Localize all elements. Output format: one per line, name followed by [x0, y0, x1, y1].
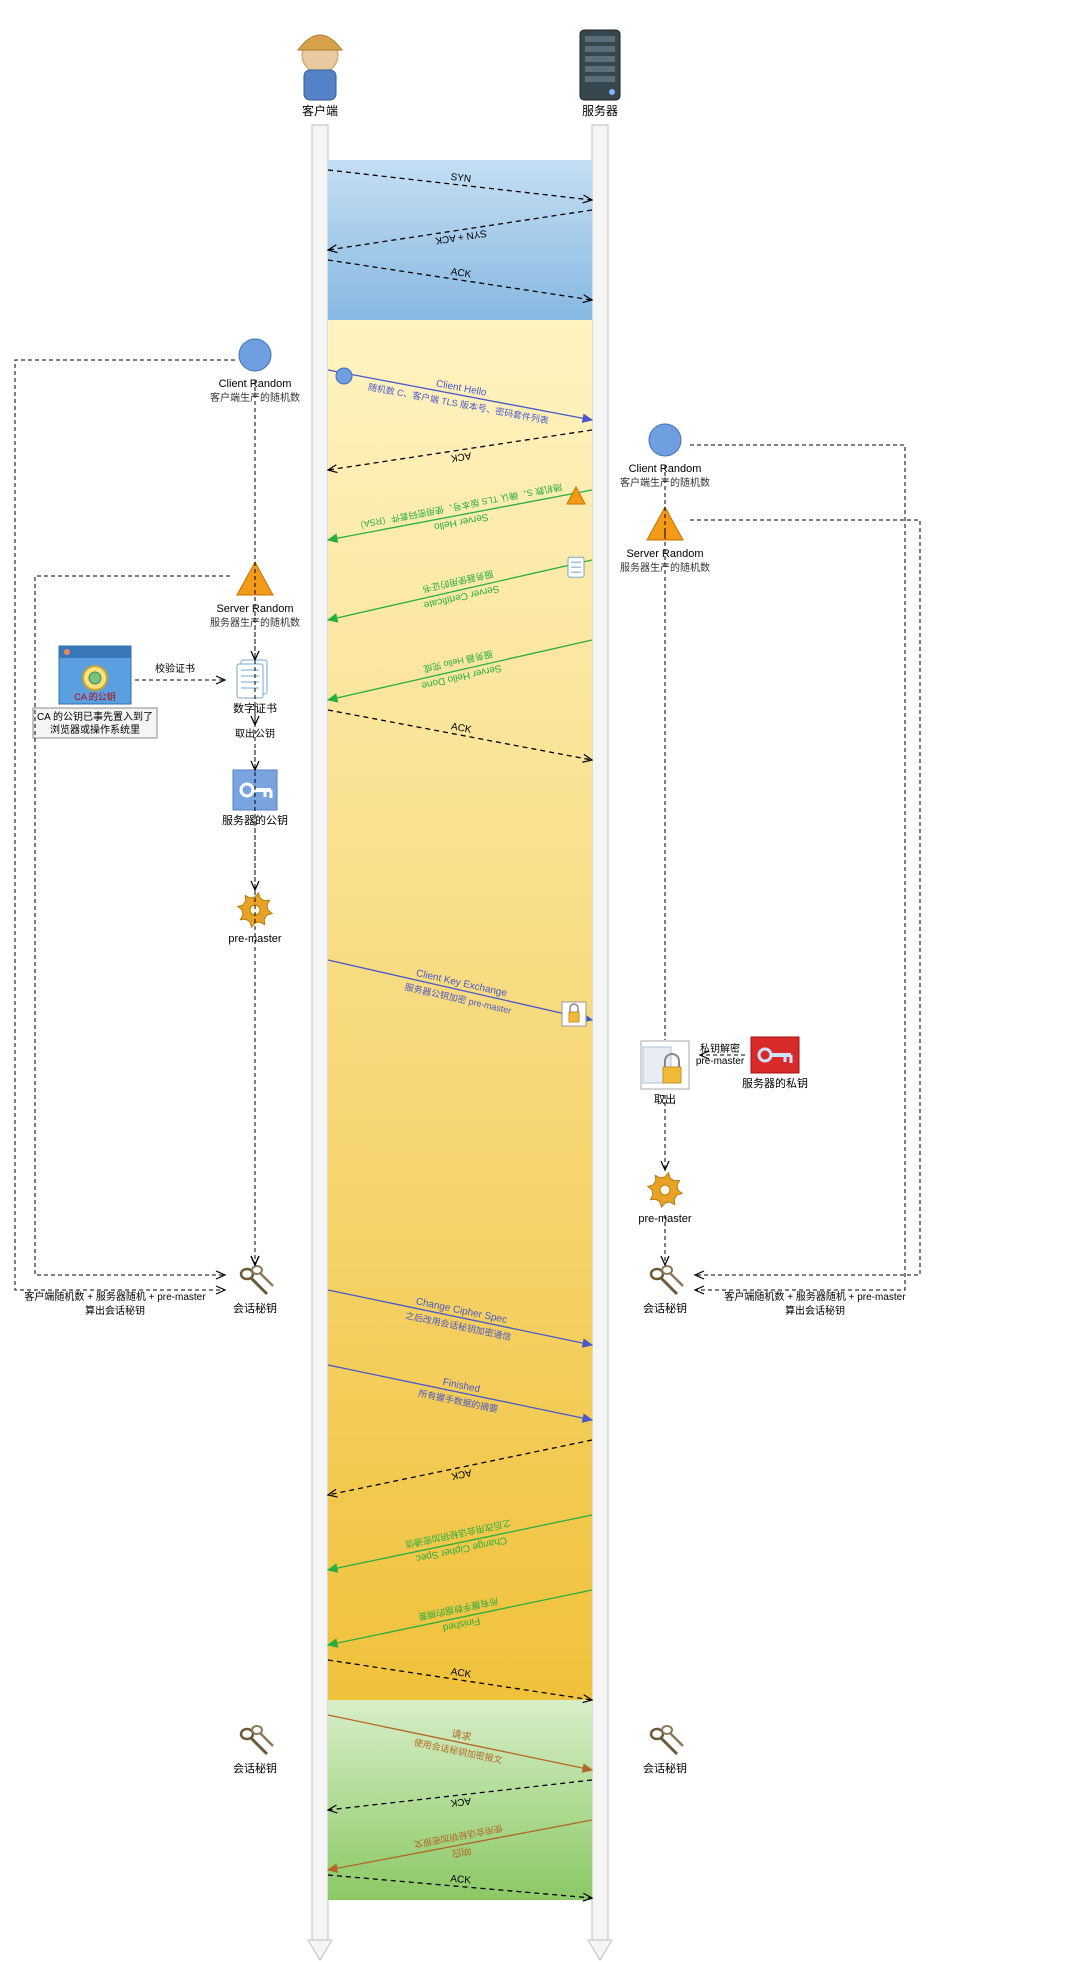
svg-text:会话秘钥: 会话秘钥: [643, 1761, 687, 1775]
server-actor-icon: [580, 30, 620, 100]
svg-text:客户端随机数 + 服务器随机 + pre-master: 客户端随机数 + 服务器随机 + pre-master: [24, 1290, 206, 1303]
svg-text:算出会话秘钥: 算出会话秘钥: [85, 1304, 145, 1317]
svg-text:私钥解密: 私钥解密: [700, 1042, 740, 1055]
svg-text:校验证书: 校验证书: [155, 662, 195, 675]
svg-text:CA 的公钥已事先置入到了: CA 的公钥已事先置入到了: [37, 710, 153, 723]
svg-text:算出会话秘钥: 算出会话秘钥: [785, 1304, 845, 1317]
formula-r: 客户端随机数 + 服务器随机 + pre-master算出会话秘钥: [724, 1290, 906, 1317]
message-title: ACK: [450, 1874, 472, 1887]
svg-text:pre-master: pre-master: [696, 1056, 745, 1067]
session-key-r2: 会话秘钥: [643, 1726, 687, 1775]
svg-text:会话秘钥: 会话秘钥: [233, 1761, 277, 1775]
svg-text:会话秘钥: 会话秘钥: [233, 1301, 277, 1315]
message-title: SYN: [450, 172, 472, 185]
svg-text:客户端随机数 + 服务器随机 + pre-master: 客户端随机数 + 服务器随机 + pre-master: [724, 1290, 906, 1303]
server-sk: 服务器的私钥: [742, 1037, 808, 1090]
svg-text:服务器的私钥: 服务器的私钥: [742, 1076, 808, 1090]
client-actor-icon: [298, 35, 342, 100]
tls-sequence-diagram: 客户端服务器SYNSYN + ACKACKClient Hello随机数 C、客…: [0, 0, 1080, 1962]
client-label: 客户端: [302, 103, 338, 118]
lifeline: [592, 125, 608, 1940]
ca-cert: CA 的公钥 CA 的公钥已事先置入到了浏览器或操作系统里: [33, 646, 157, 738]
session-key-r: 会话秘钥: [643, 1266, 687, 1315]
message-title: ACK: [450, 1795, 472, 1808]
connector: [690, 520, 920, 1275]
session-key-l2: 会话秘钥: [233, 1726, 277, 1775]
formula-l: 客户端随机数 + 服务器随机 + pre-master算出会话秘钥: [24, 1290, 206, 1317]
session-key-l: 会话秘钥: [233, 1266, 277, 1315]
svg-text:会话秘钥: 会话秘钥: [643, 1301, 687, 1315]
svg-text:浏览器或操作系统里: 浏览器或操作系统里: [50, 723, 140, 736]
verify-cert: 校验证书: [155, 662, 195, 675]
svg-text:CA 的公钥: CA 的公钥: [74, 691, 116, 702]
connector: [690, 445, 905, 1290]
connector: [15, 360, 235, 1290]
server-label: 服务器: [582, 103, 618, 118]
lifeline: [312, 125, 328, 1940]
